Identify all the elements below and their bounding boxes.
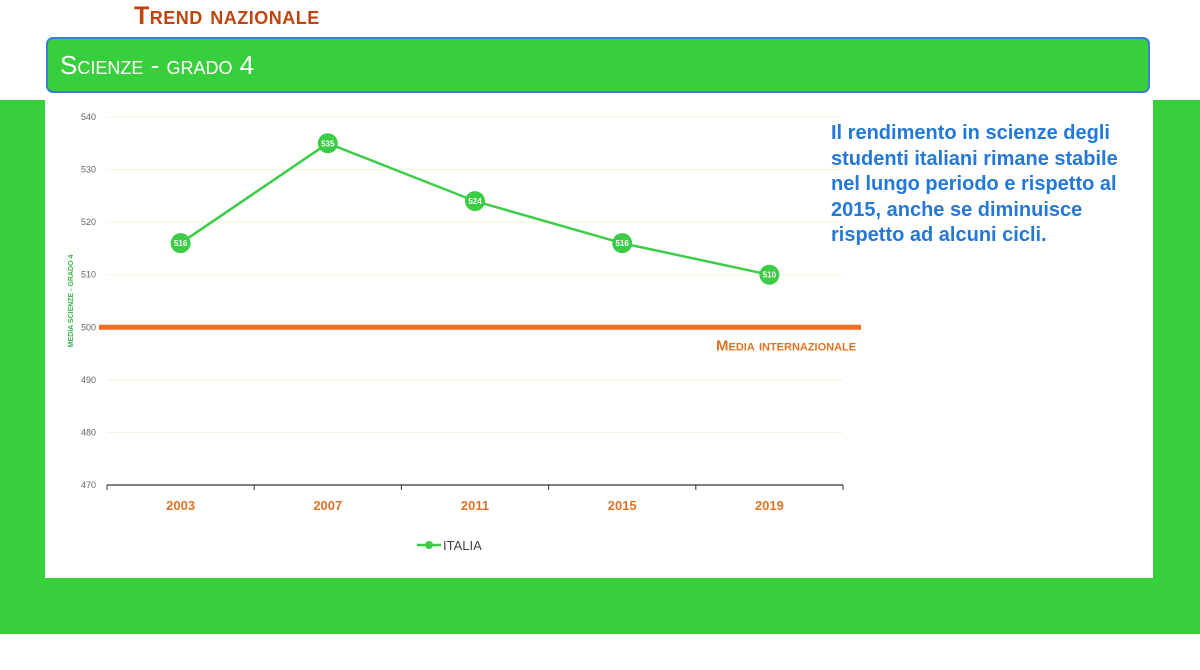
legend-label: ITALIA	[443, 538, 482, 553]
x-tick-label: 2007	[313, 498, 342, 513]
x-tick-label: 2015	[608, 498, 637, 513]
subject-bar: Scienze - grado 4	[46, 37, 1150, 93]
data-point	[317, 133, 338, 154]
y-tick-label: 540	[81, 112, 96, 122]
data-label: 516	[174, 239, 188, 248]
x-tick-label: 2011	[461, 498, 489, 513]
y-tick-label: 500	[81, 322, 96, 332]
y-tick-label: 520	[81, 217, 96, 227]
subject-label: Scienze - grado 4	[60, 50, 255, 80]
data-label: 535	[321, 139, 335, 148]
x-tick-label: 2019	[755, 498, 784, 513]
reference-line-label: Media internazionale	[716, 337, 856, 354]
page-title: Trend nazionale	[134, 2, 320, 30]
y-tick-label: 470	[81, 480, 96, 490]
y-axis-label: MEDIA SCIENZE - GRADO 4	[68, 255, 75, 348]
y-tick-label: 480	[81, 427, 96, 437]
y-tick-label: 490	[81, 375, 96, 385]
data-point	[612, 233, 633, 254]
data-label: 516	[616, 239, 630, 248]
data-point	[170, 233, 191, 254]
y-tick-label: 510	[81, 270, 96, 280]
commentary-text: Il rendimento in scienze degli studenti …	[831, 122, 1118, 246]
legend-marker	[425, 541, 433, 549]
data-point	[759, 264, 780, 285]
data-label: 524	[468, 197, 482, 206]
data-point	[465, 191, 485, 212]
data-label: 510	[763, 271, 777, 280]
x-tick-label: 2003	[166, 498, 195, 513]
y-tick-label: 530	[81, 165, 96, 175]
chart-panel	[45, 96, 1153, 578]
